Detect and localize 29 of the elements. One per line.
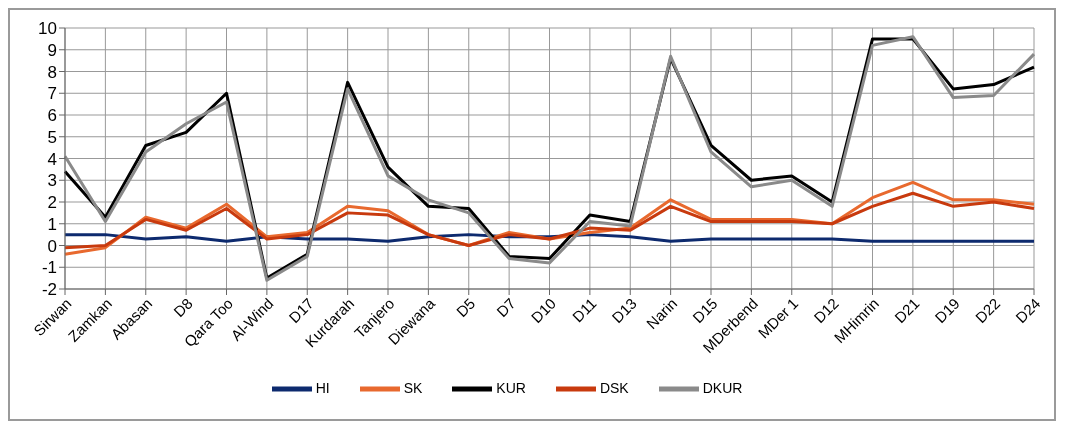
x-tick-label: D11 xyxy=(568,294,600,326)
y-tick-label: 4 xyxy=(47,149,57,169)
y-tick-label: 3 xyxy=(47,171,57,191)
x-tick-label: D10 xyxy=(527,294,560,327)
y-tick-label: 5 xyxy=(47,127,57,147)
y-tick-label: -1 xyxy=(41,258,57,278)
y-tick-label: 10 xyxy=(38,19,57,39)
x-tick-label: D8 xyxy=(170,294,196,321)
legend-label: HI xyxy=(315,379,330,396)
x-tick-label: D5 xyxy=(452,294,479,321)
x-tick-label: D22 xyxy=(971,294,1004,327)
legend-label: DSK xyxy=(599,379,629,396)
legend-label: SK xyxy=(403,379,423,396)
x-tick-label: D24 xyxy=(1012,294,1044,327)
y-tick-label: 7 xyxy=(47,84,57,104)
y-tick-label: 0 xyxy=(47,236,57,256)
y-tick-label: 1 xyxy=(47,214,57,234)
y-tick-label: 8 xyxy=(47,62,57,82)
y-tick-label: 2 xyxy=(47,193,57,213)
y-tick-label: 6 xyxy=(47,106,57,126)
legend-label: DKUR xyxy=(702,379,743,396)
x-tick-label: D7 xyxy=(493,294,519,321)
x-tick-label: D21 xyxy=(891,294,923,327)
x-tick-label: D19 xyxy=(931,294,963,327)
x-tick-label: D13 xyxy=(608,294,640,327)
y-tick-label: 9 xyxy=(47,40,57,60)
line-series xyxy=(63,191,1036,250)
y-tick-label: -2 xyxy=(41,280,57,300)
legend-label: KUR xyxy=(496,379,526,396)
